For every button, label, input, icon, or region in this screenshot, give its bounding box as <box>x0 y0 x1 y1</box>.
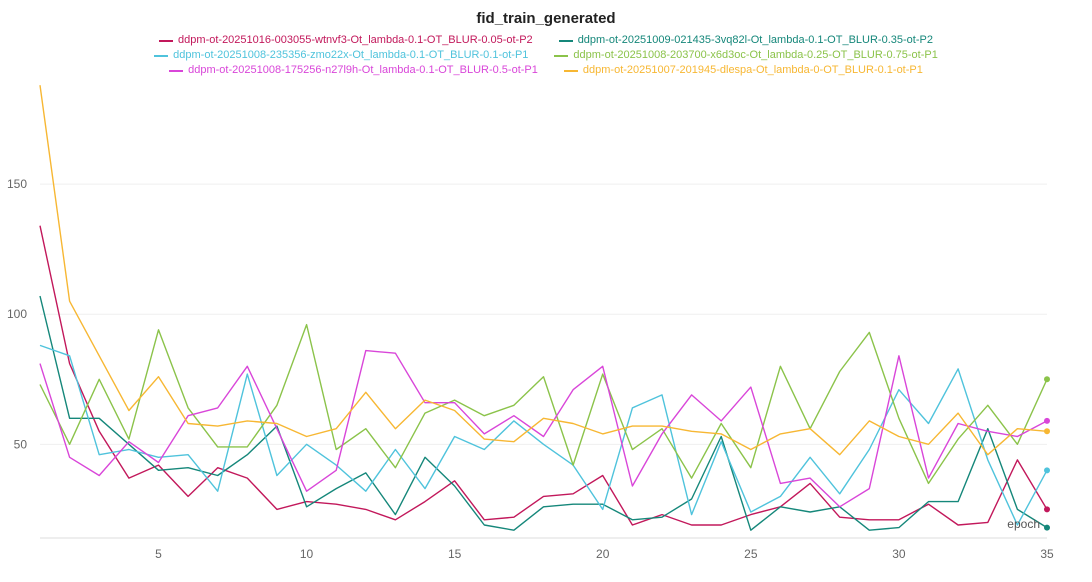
y-tick-label: 100 <box>7 307 27 321</box>
legend-item[interactable]: ddpm-ot-20251008-203700-x6d3oc-Ot_lambda… <box>554 48 938 63</box>
series-end-point-6 <box>1044 428 1050 435</box>
legend-item[interactable]: ddpm-ot-20251009-021435-3vq82l-Ot_lambda… <box>558 33 933 48</box>
legend-label: ddpm-ot-20251007-201945-dlespa-Ot_lambda… <box>582 64 923 76</box>
legend-item[interactable]: ddpm-ot-20251016-003055-wtnvf3-Ot_lambda… <box>159 33 533 48</box>
legend-label: ddpm-ot-20251009-021435-3vq82l-Ot_lambda… <box>577 34 933 46</box>
legend-swatch <box>159 39 174 42</box>
legend-item[interactable]: ddpm-ot-20251007-201945-dlespa-Ot_lambda… <box>563 63 923 78</box>
series-end-point-3 <box>1044 467 1050 474</box>
series-end-points <box>1044 376 1050 531</box>
series-end-point-4 <box>1044 376 1050 383</box>
chart-title: fid_train_generated <box>476 10 616 27</box>
legend-item[interactable]: ddpm-ot-20251008-175256-n27l9h-Ot_lambda… <box>169 63 538 78</box>
legend-swatch <box>169 69 184 72</box>
legend-swatch <box>154 54 169 57</box>
x-tick-label: 30 <box>892 547 906 561</box>
legend-swatch <box>563 69 578 72</box>
legend-label: ddpm-ot-20251008-235356-zmo22x-Ot_lambda… <box>173 49 529 61</box>
legend-label: ddpm-ot-20251008-175256-n27l9h-Ot_lambda… <box>188 64 538 76</box>
legend: ddpm-ot-20251016-003055-wtnvf3-Ot_lambda… <box>0 33 1092 78</box>
series-line-4[interactable] <box>39 323 1048 485</box>
legend-label: ddpm-ot-20251016-003055-wtnvf3-Ot_lambda… <box>178 34 533 46</box>
series-end-point-1 <box>1044 506 1050 513</box>
x-tick-label: 10 <box>300 547 314 561</box>
series-line-2[interactable] <box>39 295 1048 531</box>
x-axis-label: epoch <box>1007 517 1040 531</box>
legend-label: ddpm-ot-20251008-203700-x6d3oc-Ot_lambda… <box>573 49 938 61</box>
x-tick-label: 20 <box>596 547 610 561</box>
series-line-1[interactable] <box>39 225 1048 526</box>
legend-row: ddpm-ot-20251016-003055-wtnvf3-Ot_lambda… <box>0 33 1092 48</box>
x-tick-label: 35 <box>1040 547 1054 561</box>
legend-swatch <box>554 54 569 57</box>
series-line-5[interactable] <box>39 349 1048 508</box>
x-tick-label: 15 <box>448 547 462 561</box>
legend-item[interactable]: ddpm-ot-20251008-235356-zmo22x-Ot_lambda… <box>154 48 528 63</box>
legend-row: ddpm-ot-20251008-235356-zmo22x-Ot_lambda… <box>0 48 1092 63</box>
legend-swatch <box>558 39 573 42</box>
y-tick-label: 150 <box>7 177 27 191</box>
series-line-3[interactable] <box>39 344 1048 526</box>
legend-row: ddpm-ot-20251008-175256-n27l9h-Ot_lambda… <box>0 63 1092 78</box>
series-lines <box>39 85 1048 531</box>
x-tick-label: 25 <box>744 547 758 561</box>
gridlines <box>40 183 1047 539</box>
x-tick-label: 5 <box>155 547 162 561</box>
series-line-6[interactable] <box>39 85 1048 456</box>
y-tick-label: 50 <box>14 437 28 451</box>
series-end-point-2 <box>1044 524 1050 531</box>
tick-labels: 50 100 150 5 10 15 20 25 30 35 <box>7 177 1054 561</box>
series-end-point-5 <box>1044 417 1050 424</box>
